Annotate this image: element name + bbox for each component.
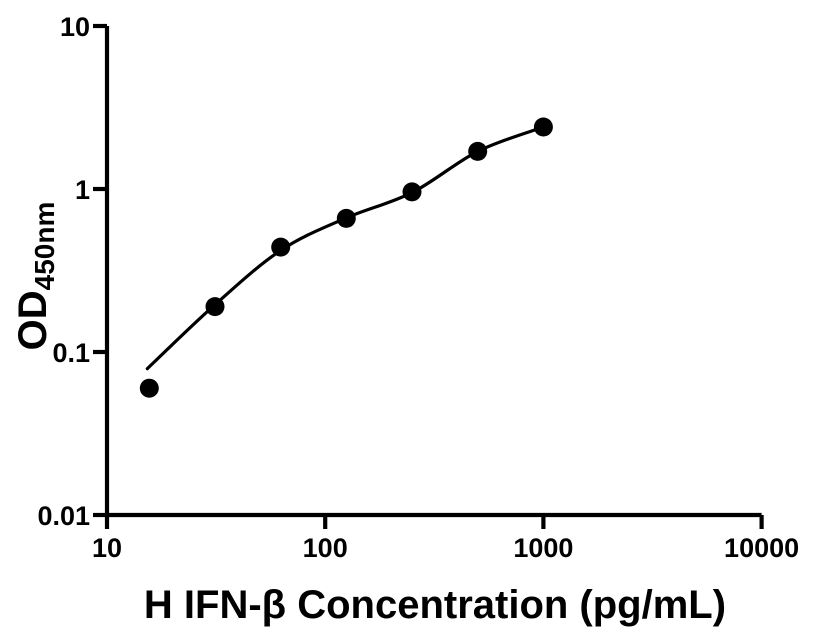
y-tick-label: 0.01 xyxy=(37,501,90,531)
x-tick-label: 10 xyxy=(92,533,122,563)
y-tick-label: 1 xyxy=(75,175,90,205)
data-point xyxy=(336,208,356,228)
y-tick-label: 0.1 xyxy=(52,338,90,368)
y-axis-title-main: OD xyxy=(11,290,55,350)
data-point xyxy=(402,182,422,202)
data-point xyxy=(533,117,553,137)
x-tick-label: 100 xyxy=(303,533,348,563)
x-tick-label: 1000 xyxy=(513,533,573,563)
axes xyxy=(104,26,762,518)
fit-curve-line xyxy=(145,125,545,371)
y-axis-ticks: 0.01 0.1 1 10 xyxy=(37,12,107,531)
data-point xyxy=(271,237,291,257)
x-axis-ticks: 10 100 1000 10000 xyxy=(92,515,799,563)
y-axis-title: OD450nm xyxy=(11,202,60,351)
data-point xyxy=(468,141,488,161)
data-point xyxy=(205,297,225,317)
data-point xyxy=(139,378,159,398)
x-tick-label: 10000 xyxy=(724,533,799,563)
x-axis-title: H IFN-β Concentration (pg/mL) xyxy=(144,583,726,627)
y-tick-label: 10 xyxy=(60,12,90,42)
data-points xyxy=(139,117,553,398)
y-axis-title-subscript: 450nm xyxy=(29,202,60,291)
